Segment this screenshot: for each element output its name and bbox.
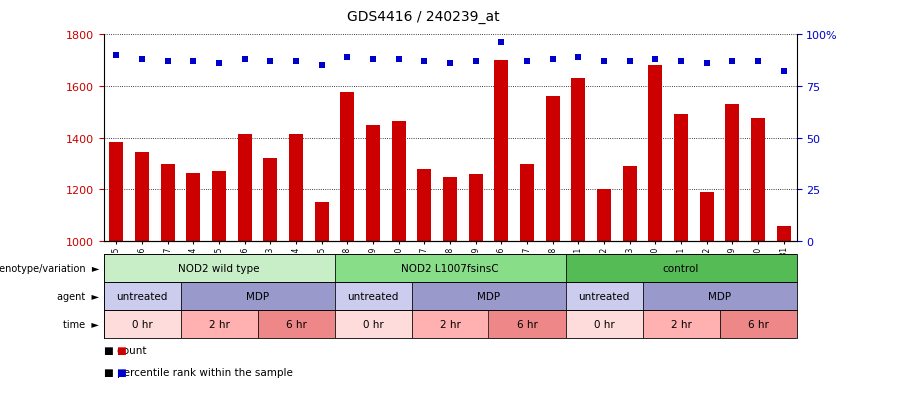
Text: agent  ►: agent ► xyxy=(57,292,99,301)
Text: NOD2 L1007fsinsC: NOD2 L1007fsinsC xyxy=(401,263,499,273)
Bar xyxy=(411,282,565,311)
Bar xyxy=(565,254,796,282)
Text: 2 hr: 2 hr xyxy=(439,320,461,330)
Point xyxy=(314,63,328,69)
Point xyxy=(469,59,483,65)
Bar xyxy=(565,282,643,311)
Text: ■ percentile rank within the sample: ■ percentile rank within the sample xyxy=(104,368,292,377)
Point xyxy=(263,59,277,65)
Bar xyxy=(469,174,482,242)
Bar xyxy=(181,311,257,339)
Text: MDP: MDP xyxy=(708,292,731,301)
Bar xyxy=(135,152,149,242)
Bar xyxy=(648,66,662,242)
Text: control: control xyxy=(662,263,699,273)
Bar xyxy=(494,61,508,242)
Bar xyxy=(443,177,457,242)
Bar xyxy=(674,115,688,242)
Point xyxy=(289,59,303,65)
Point xyxy=(186,59,201,65)
Point xyxy=(443,61,457,67)
Bar xyxy=(418,169,431,242)
Bar xyxy=(335,254,565,282)
Text: 6 hr: 6 hr xyxy=(517,320,537,330)
Point xyxy=(699,61,714,67)
Point xyxy=(520,59,535,65)
Bar xyxy=(257,311,335,339)
Point xyxy=(725,59,740,65)
Bar xyxy=(520,164,534,242)
Bar xyxy=(545,97,560,242)
Point xyxy=(160,59,175,65)
Bar xyxy=(104,254,335,282)
Point xyxy=(572,55,586,61)
Text: untreated: untreated xyxy=(579,292,630,301)
Bar xyxy=(411,311,489,339)
Bar xyxy=(315,203,328,242)
Bar xyxy=(572,79,585,242)
Text: MDP: MDP xyxy=(477,292,500,301)
Bar xyxy=(777,226,791,242)
Point xyxy=(109,52,123,59)
Bar xyxy=(643,311,719,339)
Point xyxy=(212,61,226,67)
Text: untreated: untreated xyxy=(347,292,399,301)
Text: 0 hr: 0 hr xyxy=(131,320,152,330)
Bar xyxy=(186,173,201,242)
Bar xyxy=(751,119,765,242)
Bar xyxy=(109,142,123,242)
Bar xyxy=(104,282,181,311)
Bar xyxy=(392,121,406,242)
Bar xyxy=(623,167,636,242)
Bar xyxy=(597,190,611,242)
Text: ■: ■ xyxy=(116,368,126,377)
Text: 0 hr: 0 hr xyxy=(594,320,615,330)
Point xyxy=(623,59,637,65)
Point xyxy=(494,40,508,47)
Text: genotype/variation  ►: genotype/variation ► xyxy=(0,263,99,273)
Text: 6 hr: 6 hr xyxy=(285,320,306,330)
Text: ■ count: ■ count xyxy=(104,345,146,355)
Point xyxy=(135,57,149,63)
Text: time  ►: time ► xyxy=(63,320,99,330)
Bar xyxy=(289,135,303,242)
Point xyxy=(238,57,252,63)
Text: NOD2 wild type: NOD2 wild type xyxy=(178,263,260,273)
Bar xyxy=(489,311,565,339)
Point xyxy=(340,55,355,61)
Bar xyxy=(725,105,740,242)
Bar xyxy=(212,172,226,242)
Point xyxy=(365,57,380,63)
Text: 6 hr: 6 hr xyxy=(748,320,769,330)
Bar xyxy=(565,311,643,339)
Bar xyxy=(335,311,411,339)
Point xyxy=(648,57,662,63)
Point xyxy=(674,59,688,65)
Bar xyxy=(366,126,380,242)
Bar xyxy=(335,282,411,311)
Bar xyxy=(643,282,796,311)
Text: GDS4416 / 240239_at: GDS4416 / 240239_at xyxy=(346,10,500,24)
Text: MDP: MDP xyxy=(246,292,269,301)
Point xyxy=(597,59,611,65)
Text: 0 hr: 0 hr xyxy=(363,320,383,330)
Text: 2 hr: 2 hr xyxy=(670,320,691,330)
Point xyxy=(417,59,431,65)
Bar xyxy=(104,311,181,339)
Bar xyxy=(340,93,355,242)
Text: ■: ■ xyxy=(116,345,126,355)
Bar xyxy=(699,192,714,242)
Text: 2 hr: 2 hr xyxy=(209,320,230,330)
Bar xyxy=(181,282,335,311)
Point xyxy=(751,59,765,65)
Bar xyxy=(238,135,252,242)
Bar xyxy=(264,159,277,242)
Bar xyxy=(160,165,175,242)
Bar xyxy=(719,311,796,339)
Point xyxy=(392,57,406,63)
Point xyxy=(777,69,791,76)
Point xyxy=(545,57,560,63)
Text: untreated: untreated xyxy=(116,292,167,301)
